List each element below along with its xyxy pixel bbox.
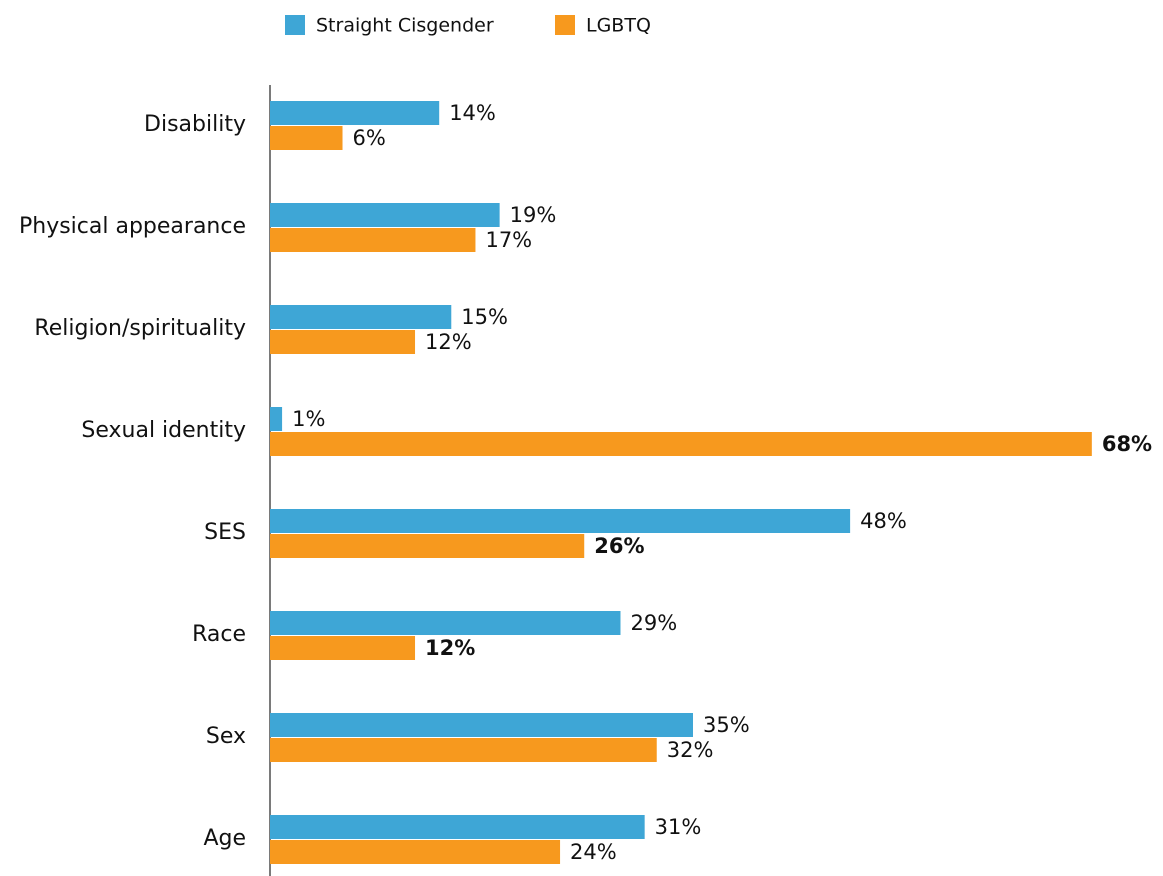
legend-label: LGBTQ [586,15,651,37]
value-label: 17% [485,228,532,252]
bar [270,203,500,227]
value-label: 35% [703,713,750,737]
value-label: 24% [570,840,617,864]
category-label: SES [204,520,246,545]
category-label: Sex [206,724,246,749]
bar [270,101,440,125]
legend-swatch [285,15,305,35]
bar [270,432,1092,456]
bar [270,840,561,864]
bar [270,534,585,558]
value-label: 29% [630,611,677,635]
legend-swatch [555,15,575,35]
legend-label: Straight Cisgender [316,15,494,37]
value-label: 32% [667,738,714,762]
category-label: Religion/spirituality [34,316,246,341]
bar [270,611,621,635]
value-label: 14% [449,101,496,125]
value-label: 26% [594,534,644,558]
value-label: 68% [1102,432,1152,456]
bar [270,713,693,737]
value-label: 31% [655,815,702,839]
bar [270,126,343,150]
value-label: 1% [292,407,325,431]
bar [270,636,416,660]
bar [270,509,851,533]
category-label: Race [192,622,246,647]
bar [270,815,645,839]
value-label: 6% [353,126,386,150]
category-label: Physical appearance [19,214,246,239]
bar [270,407,283,431]
value-label: 48% [860,509,907,533]
bar [270,738,657,762]
value-label: 19% [510,203,557,227]
bar [270,330,416,354]
category-label: Disability [144,112,246,137]
value-label: 12% [425,330,472,354]
bar [270,228,476,252]
category-label: Sexual identity [81,418,246,443]
value-label: 15% [461,305,508,329]
bar [270,305,452,329]
category-label: Age [203,826,246,851]
value-label: 12% [425,636,475,660]
